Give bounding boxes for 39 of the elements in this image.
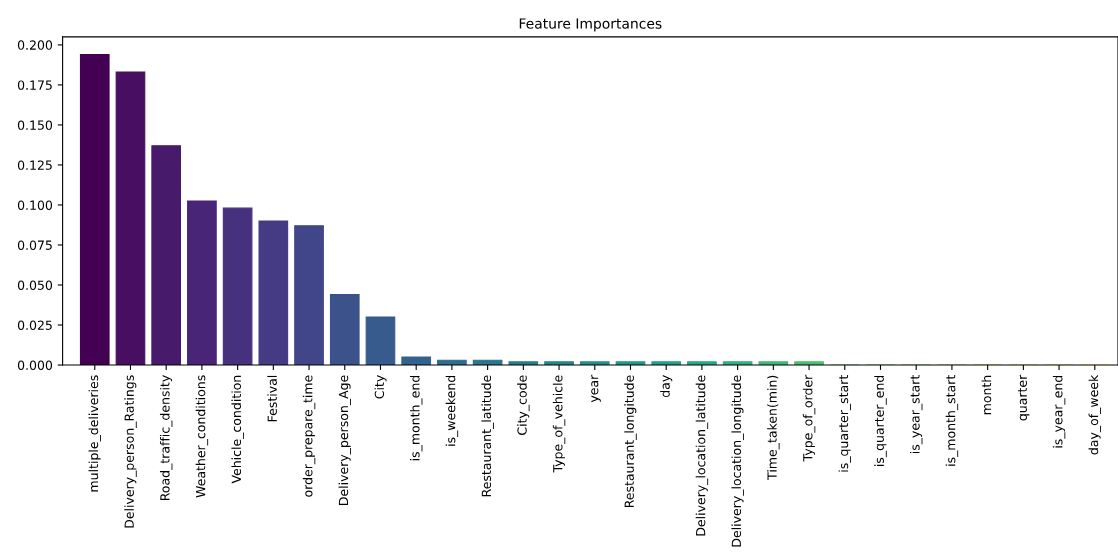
y-tick-label: 0.100 <box>17 200 53 210</box>
x-tick-label: is_year_start <box>909 375 923 454</box>
x-tick-label: Type_of_order <box>802 374 816 462</box>
x-tick-label: Road_traffic_density <box>159 375 173 501</box>
x-tick-label: day_of_week <box>1088 374 1102 455</box>
y-tick-label: 0.000 <box>17 360 53 370</box>
x-tick-label: Delivery_person_Ratings <box>124 375 137 528</box>
x-tick-label: Delivery_location_latitude <box>695 375 709 536</box>
x-tick-label: Type_of_vehicle <box>552 375 566 473</box>
x-tick-label: is_month_end <box>409 375 423 461</box>
x-tick-label: year <box>591 374 601 403</box>
y-tick-label: 0.075 <box>17 240 52 250</box>
x-tick-label: Delivery_person_Age <box>338 375 351 505</box>
x-tick-label: Vehicle_condition <box>231 375 244 484</box>
x-tick-label: is_quarter_start <box>838 375 851 472</box>
x-tick-label: is_month_start <box>945 375 959 466</box>
x-tick-label: order_prepare_time <box>302 375 316 497</box>
x-tick-label: month <box>981 375 992 415</box>
x-tick-label: City <box>374 375 387 399</box>
chart-title: Feature Importances <box>519 18 662 32</box>
y-tick-label: 0.125 <box>17 160 52 170</box>
y-tick-label: 0.175 <box>17 80 52 90</box>
x-tick-label: Festival <box>267 375 277 422</box>
x-tick-label: quarter <box>1018 374 1030 421</box>
x-tick-label: Restaurant_latitude <box>481 375 494 497</box>
x-tick-label: City_code <box>517 375 530 435</box>
y-tick-label: 0.200 <box>17 40 53 50</box>
y-tick-label: 0.150 <box>17 120 53 130</box>
x-tick-label: is_quarter_end <box>874 375 887 466</box>
y-tick-label: 0.050 <box>17 280 53 290</box>
x-tick-label: Weather_conditions <box>195 375 209 498</box>
x-tick-label: multiple_deliveries <box>88 375 101 492</box>
y-tick-label: 0.025 <box>17 320 52 330</box>
x-tick-label: Time_taken(min) <box>767 375 780 480</box>
x-tick-label: is_year_end <box>1052 375 1066 448</box>
x-tick-label: Restaurant_longitude <box>624 375 637 508</box>
x-tick-label: day <box>660 375 673 398</box>
x-tick-label: is_weekend <box>445 375 459 446</box>
x-tick-label: Delivery_location_longitude <box>731 375 744 547</box>
